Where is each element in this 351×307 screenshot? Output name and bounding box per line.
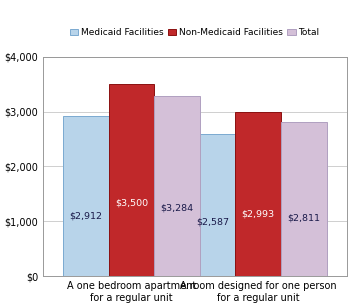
Bar	[109, 84, 154, 276]
Legend: Medicaid Facilities, Non-Medicaid Facilities, Total: Medicaid Facilities, Non-Medicaid Facili…	[70, 28, 319, 37]
Bar	[281, 122, 326, 276]
Bar	[154, 96, 200, 276]
Text: $2,912: $2,912	[69, 211, 102, 220]
Text: $3,500: $3,500	[115, 199, 148, 208]
Text: $3,284: $3,284	[160, 203, 194, 212]
Text: $2,993: $2,993	[241, 209, 275, 218]
Bar	[190, 134, 236, 276]
Bar	[236, 112, 281, 276]
Text: $2,587: $2,587	[196, 218, 229, 227]
Bar	[63, 116, 109, 276]
Text: $2,811: $2,811	[287, 213, 320, 222]
